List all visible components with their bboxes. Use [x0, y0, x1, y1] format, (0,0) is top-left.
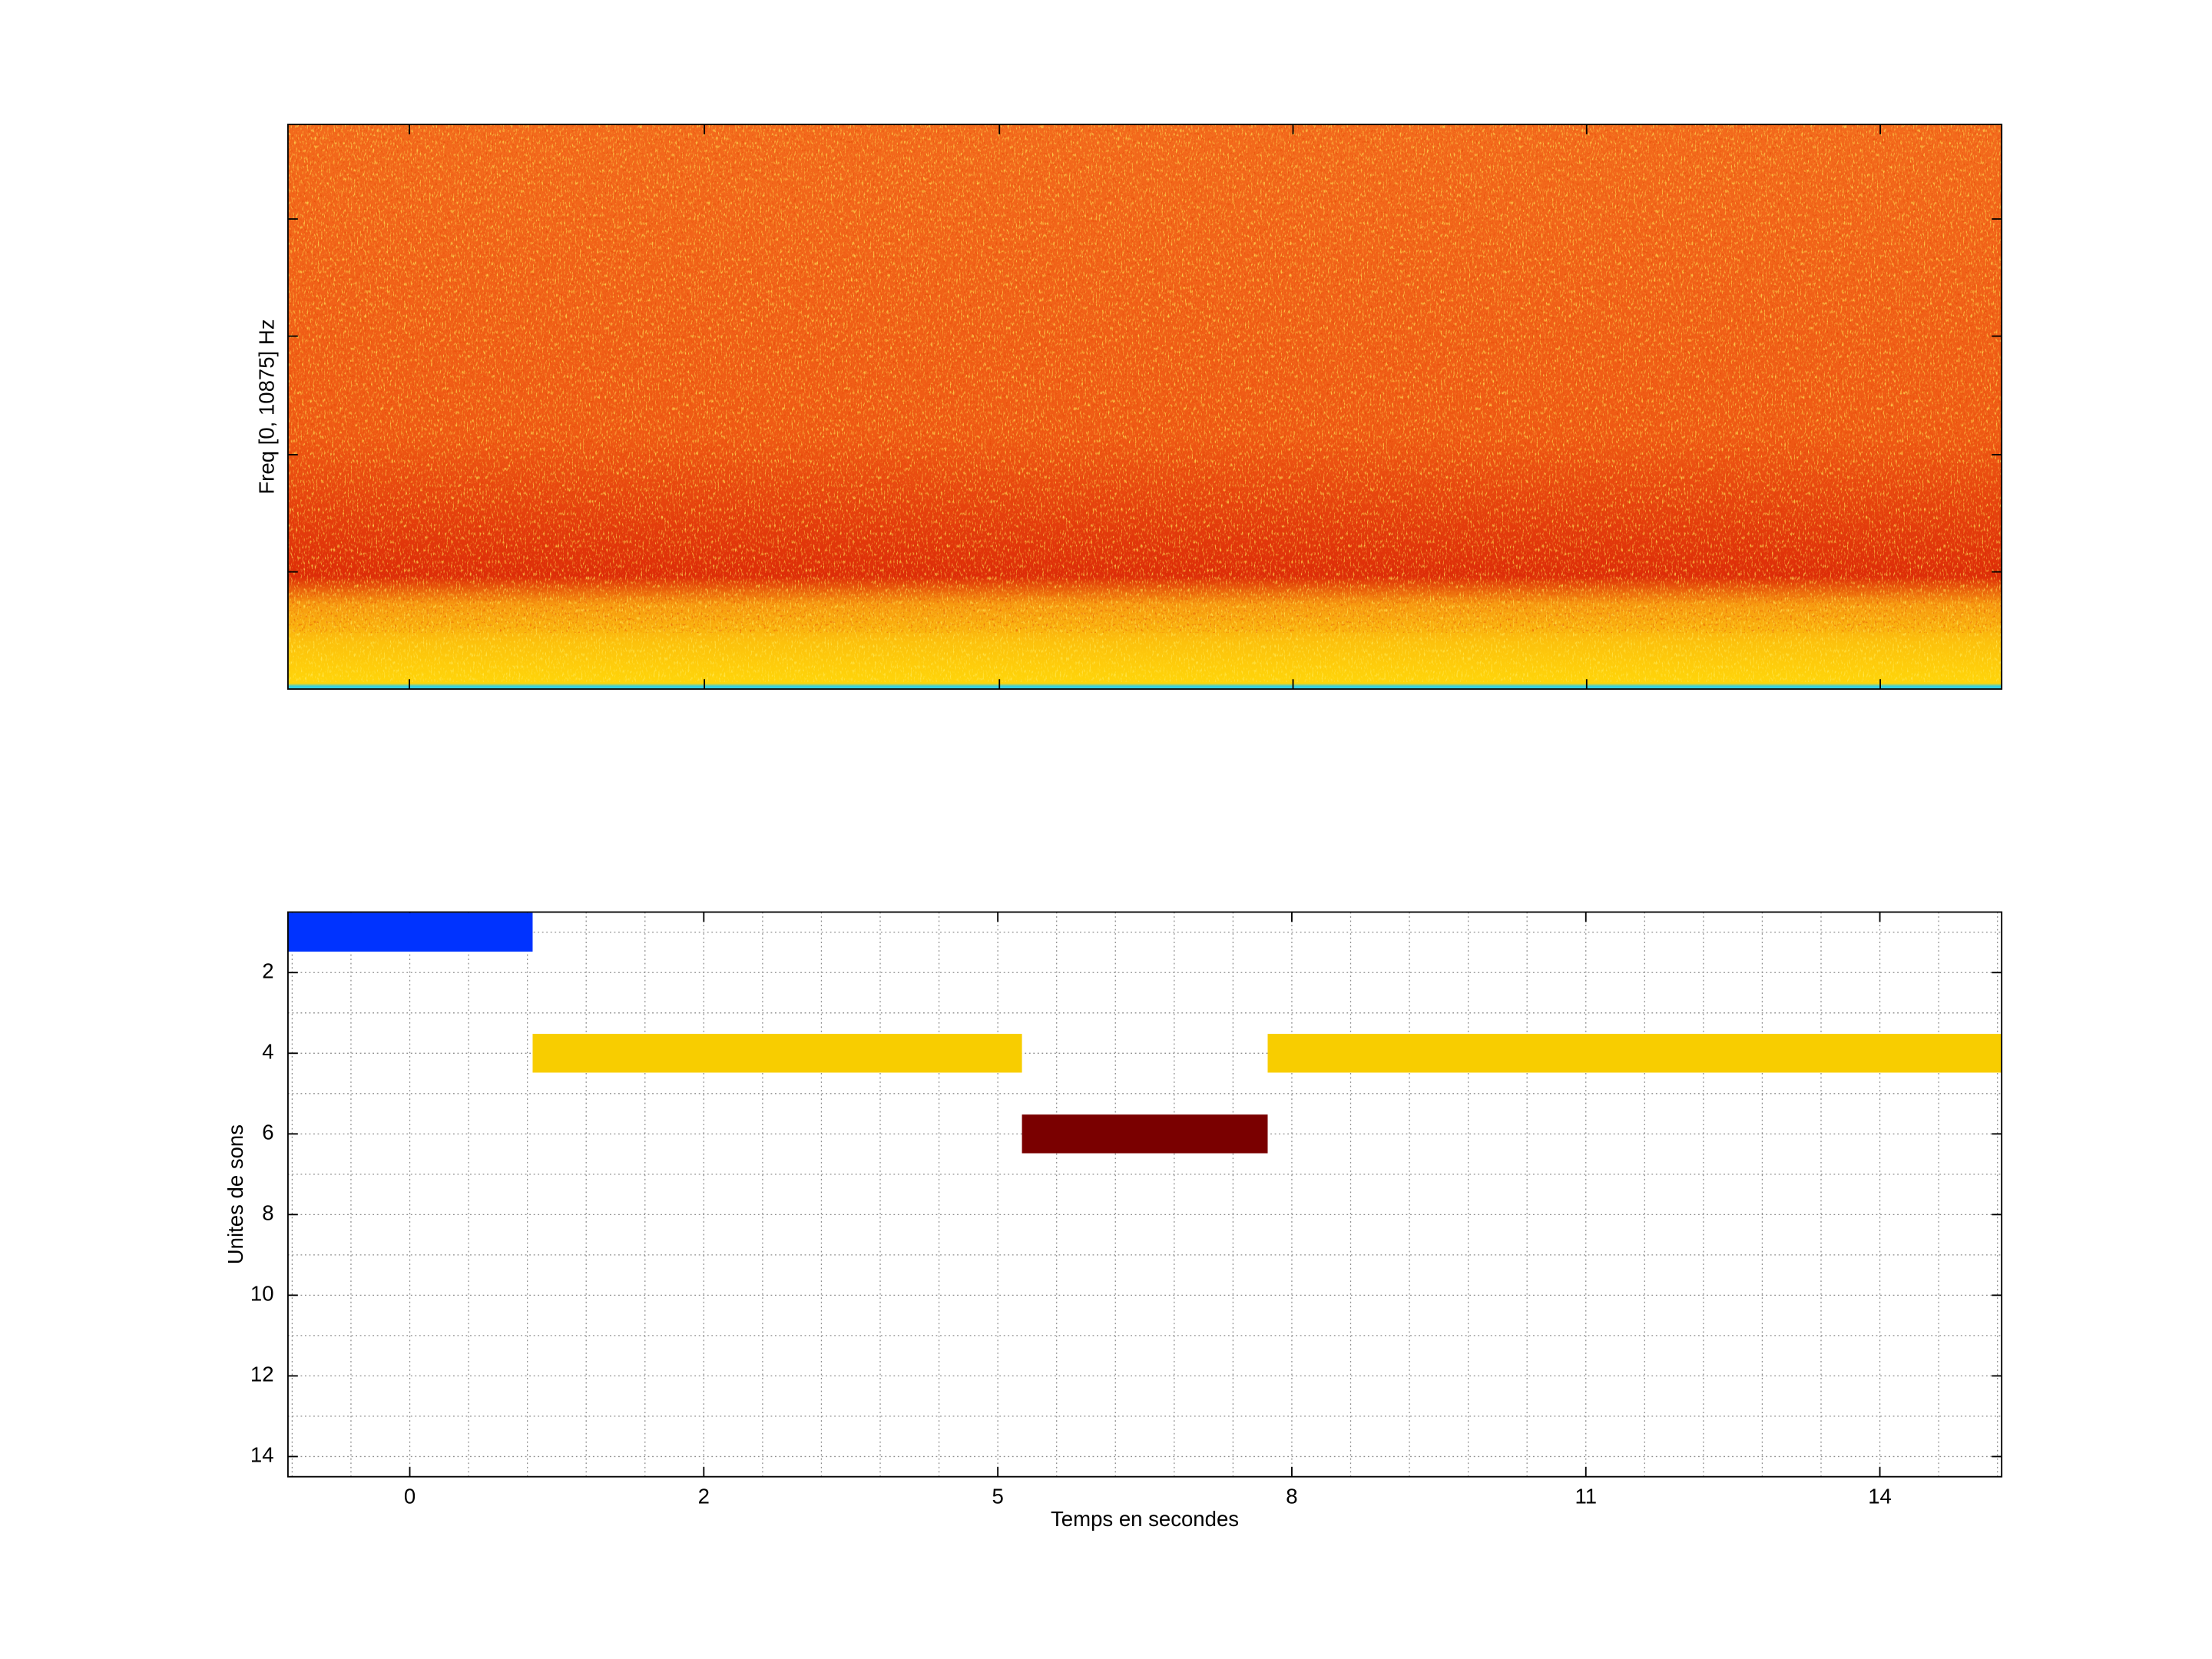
y-tick-label: 14 [250, 1443, 274, 1467]
x-tick-label: 5 [992, 1485, 1003, 1508]
x-tick-label: 0 [404, 1485, 416, 1508]
y-tick-label: 4 [262, 1040, 273, 1064]
spectrogram-panel: Freq [0, 10875] Hz [254, 124, 2003, 690]
axes-frame [287, 124, 2003, 690]
segment-bar [287, 912, 533, 952]
x-tick-label: 2 [698, 1485, 710, 1508]
spectrogram-ticks [287, 124, 2002, 690]
segment-bar [532, 1034, 1022, 1073]
spectrogram-shade [287, 124, 2002, 633]
y-axis-label: Freq [0, 10875] Hz [254, 319, 278, 494]
y-axis-label: Unites de sons [224, 1124, 247, 1264]
y-tick-label: 12 [250, 1363, 274, 1386]
x-tick-label: 14 [1868, 1485, 1892, 1508]
x-tick-label: 11 [1575, 1485, 1597, 1508]
y-tick-label: 6 [262, 1121, 273, 1144]
y-tick-label: 2 [262, 959, 273, 983]
y-tick-label: 10 [250, 1282, 274, 1306]
axes-frame [287, 911, 2003, 1478]
segments-panel: 0 2 5 8 11 14 2 4 6 8 10 12 14 Temps en secondes Unite… [224, 911, 2003, 1531]
y-tick-label: 8 [262, 1201, 273, 1225]
segment-bar [1022, 1114, 1268, 1154]
x-axis-label: Temps en secondes [1051, 1507, 1239, 1531]
segment-bar [1267, 1034, 2002, 1073]
x-tick-label: 8 [1286, 1485, 1297, 1508]
